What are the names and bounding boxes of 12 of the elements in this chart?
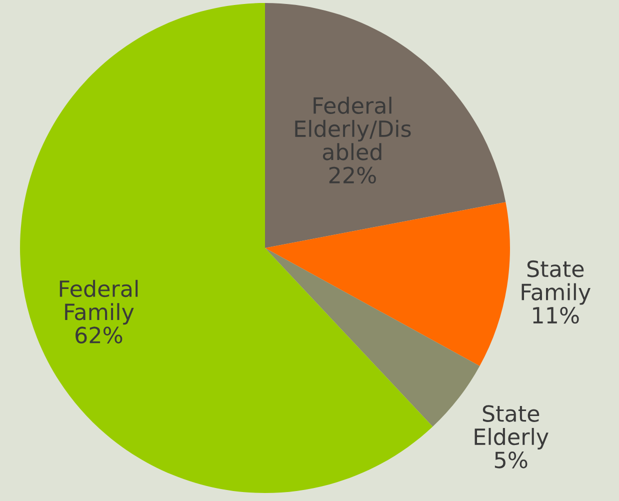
- pie-slice: [265, 248, 480, 427]
- slice-label: Federal Elderly/Dis abled: [295, 96, 411, 160]
- slice-label: State Family: [522, 260, 590, 305]
- pie-slice: [20, 3, 433, 493]
- pie-slice: [265, 202, 510, 366]
- data-label: 5%: [494, 452, 528, 468]
- data-label: 62%: [76, 326, 122, 344]
- data-label: 11%: [533, 306, 579, 324]
- slice-label: Federal Family: [60, 280, 138, 325]
- slice-label: State Elderly: [474, 405, 548, 450]
- pie-slice: [265, 3, 506, 248]
- data-label: 22%: [329, 166, 376, 184]
